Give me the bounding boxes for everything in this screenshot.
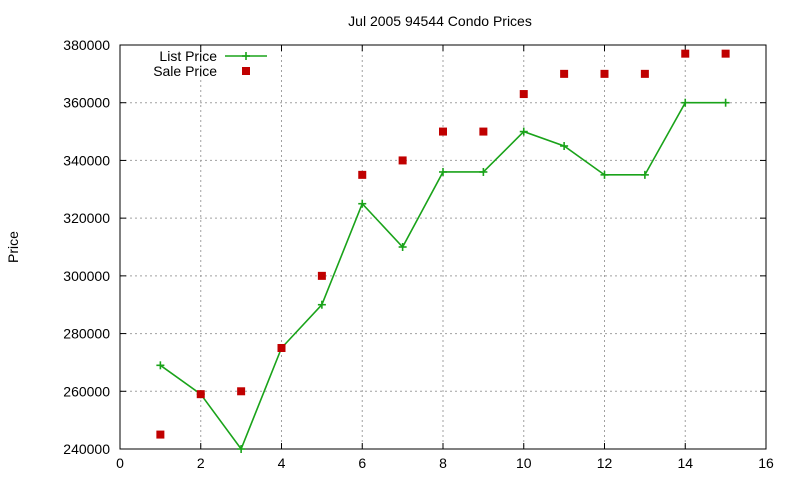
y-axis: 240000 260000 280000 300000 320000 340000 3600… — [63, 37, 766, 457]
data-point — [358, 199, 367, 208]
y-tick-label: 380000 — [63, 37, 110, 53]
legend-item: List Price — [159, 48, 267, 64]
data-point — [600, 170, 609, 179]
data-point — [277, 344, 286, 352]
legend-swatch-marker — [242, 67, 250, 75]
legend-label: Sale Price — [153, 63, 217, 79]
data-point — [439, 167, 447, 176]
data-point — [196, 390, 205, 399]
data-point — [721, 98, 730, 107]
x-tick-label: 2 — [197, 455, 205, 471]
y-tick-label: 300000 — [63, 268, 110, 284]
x-tick-label: 12 — [597, 455, 613, 471]
data-point — [681, 98, 690, 107]
data-point — [640, 69, 649, 78]
data-point — [479, 167, 488, 176]
x-tick-label: 4 — [278, 455, 286, 471]
data-point — [237, 445, 246, 453]
data-point — [317, 271, 326, 280]
y-tick-label: 280000 — [63, 326, 110, 342]
x-tick-label: 6 — [358, 455, 366, 471]
legend-item: Sale Price — [153, 63, 250, 79]
y-tick-label: 260000 — [63, 383, 110, 399]
y-tick-label: 320000 — [63, 210, 110, 226]
y-tick-label: 340000 — [63, 152, 110, 168]
y-tick-label: 240000 — [63, 441, 110, 457]
y-axis-label: Price — [5, 231, 21, 263]
data-point — [560, 142, 569, 150]
chart-title: Jul 2005 94544 Condo Prices — [348, 13, 532, 29]
data-point — [156, 430, 165, 439]
data-point — [398, 243, 407, 251]
grid — [120, 45, 766, 449]
data-point — [317, 300, 326, 309]
x-tick-label: 8 — [439, 455, 447, 471]
data-point — [681, 49, 690, 58]
x-tick-label: 16 — [758, 455, 774, 471]
data-point — [237, 387, 246, 396]
data-point — [640, 170, 649, 179]
x-axis: 0 2 4 6 8 10 12 14 16 — [116, 45, 774, 471]
series-sale-price — [156, 49, 730, 439]
data-point — [519, 127, 528, 136]
legend-label: List Price — [159, 48, 217, 64]
data-point — [600, 69, 609, 78]
data-point — [156, 361, 165, 370]
legend-swatch-marker — [242, 52, 250, 60]
y-tick-label: 360000 — [63, 95, 110, 111]
data-point — [398, 156, 407, 165]
data-point — [519, 90, 528, 99]
data-point — [358, 170, 367, 179]
data-point — [560, 69, 569, 78]
x-tick-label: 10 — [516, 455, 532, 471]
x-tick-label: 0 — [116, 455, 124, 471]
data-point — [721, 49, 730, 58]
series-layer — [156, 49, 730, 453]
data-point — [439, 127, 447, 136]
x-tick-label: 14 — [677, 455, 693, 471]
data-point — [479, 127, 488, 136]
